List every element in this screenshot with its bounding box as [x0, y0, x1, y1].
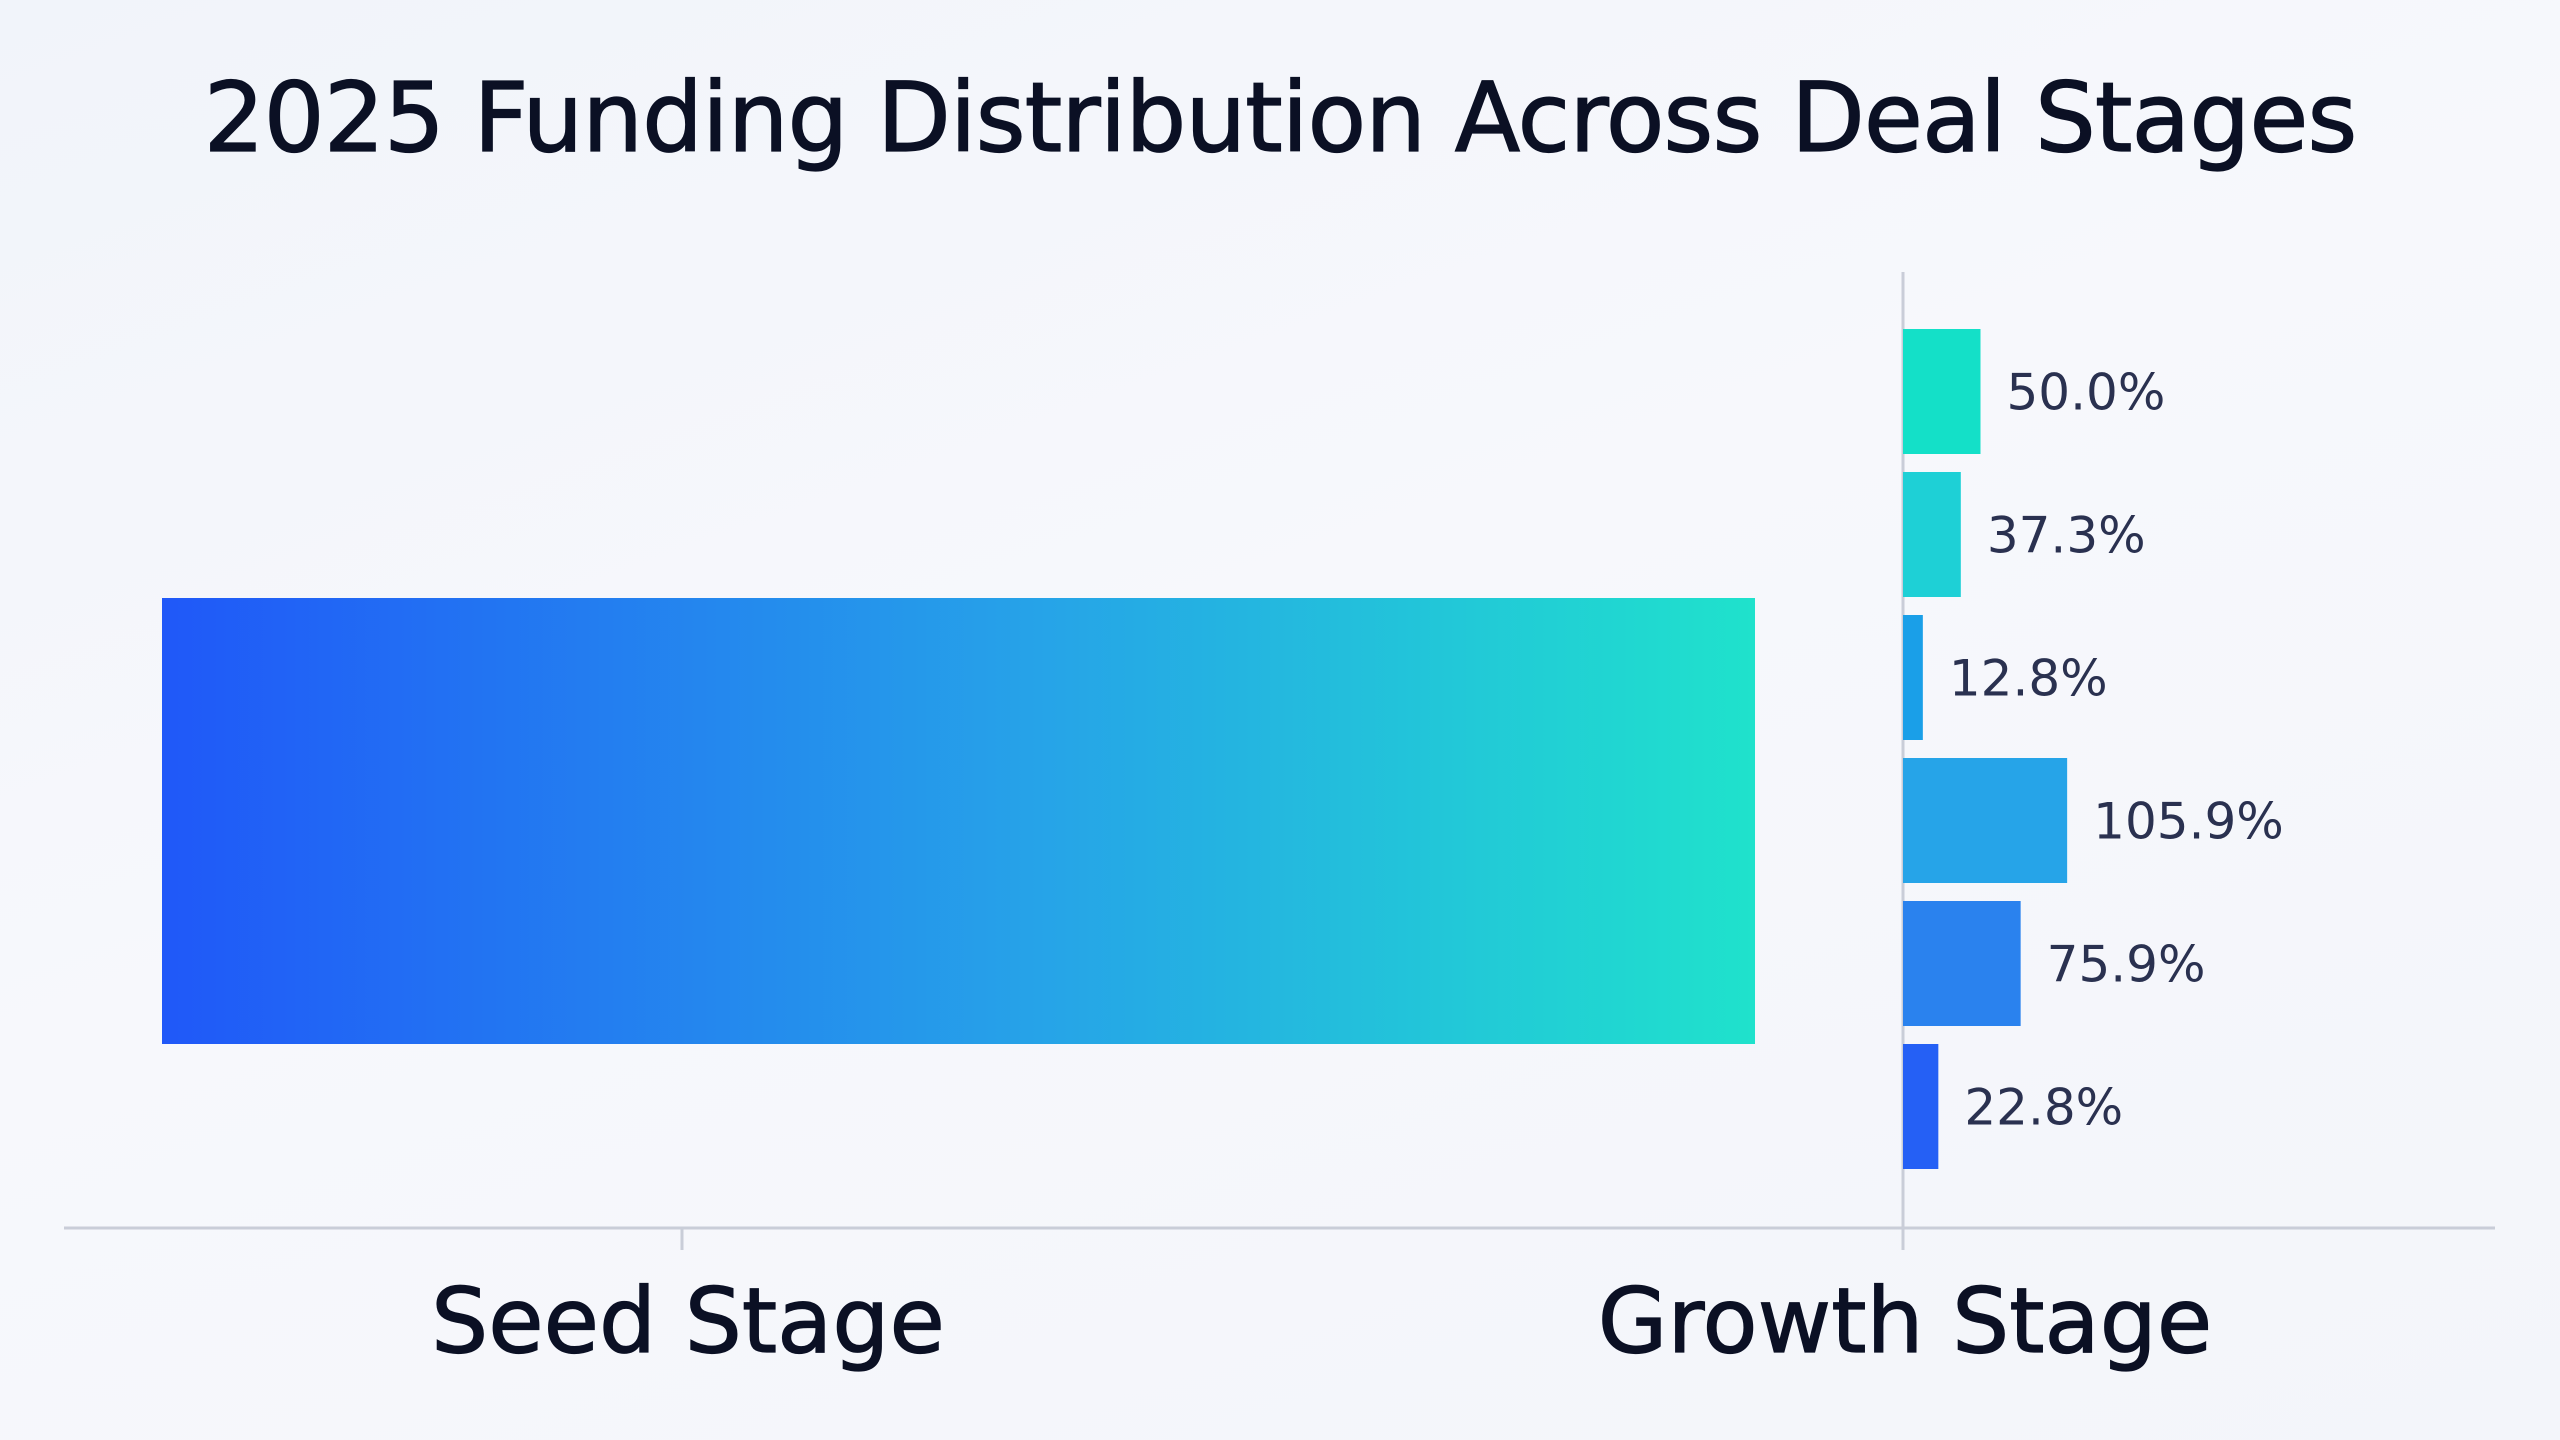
- data-label-growth-5: 75.9%: [2047, 936, 2206, 994]
- data-label-growth-2: 37.3%: [1987, 507, 2146, 565]
- bar-growth-3: [1903, 615, 1923, 740]
- bar-growth-6: [1903, 1044, 1939, 1169]
- data-label-growth-6: 22.8%: [1964, 1079, 2123, 1137]
- data-label-growth-4: 105.9%: [2093, 793, 2284, 851]
- chart-title: 2025 Funding Distribution Across Deal St…: [203, 61, 2358, 174]
- category-label-seed-stage: Seed Stage: [431, 1269, 945, 1374]
- bar-growth-1: [1903, 329, 1981, 454]
- bar-growth-2: [1903, 472, 1961, 597]
- bar-growth-4: [1903, 758, 2068, 883]
- bar-growth-5: [1903, 901, 2021, 1026]
- bar-seed-stage: [162, 598, 1755, 1044]
- data-label-growth-3: 12.8%: [1949, 650, 2108, 708]
- category-label-growth-stage: Growth Stage: [1598, 1269, 2212, 1374]
- data-label-growth-1: 50.0%: [2007, 364, 2166, 422]
